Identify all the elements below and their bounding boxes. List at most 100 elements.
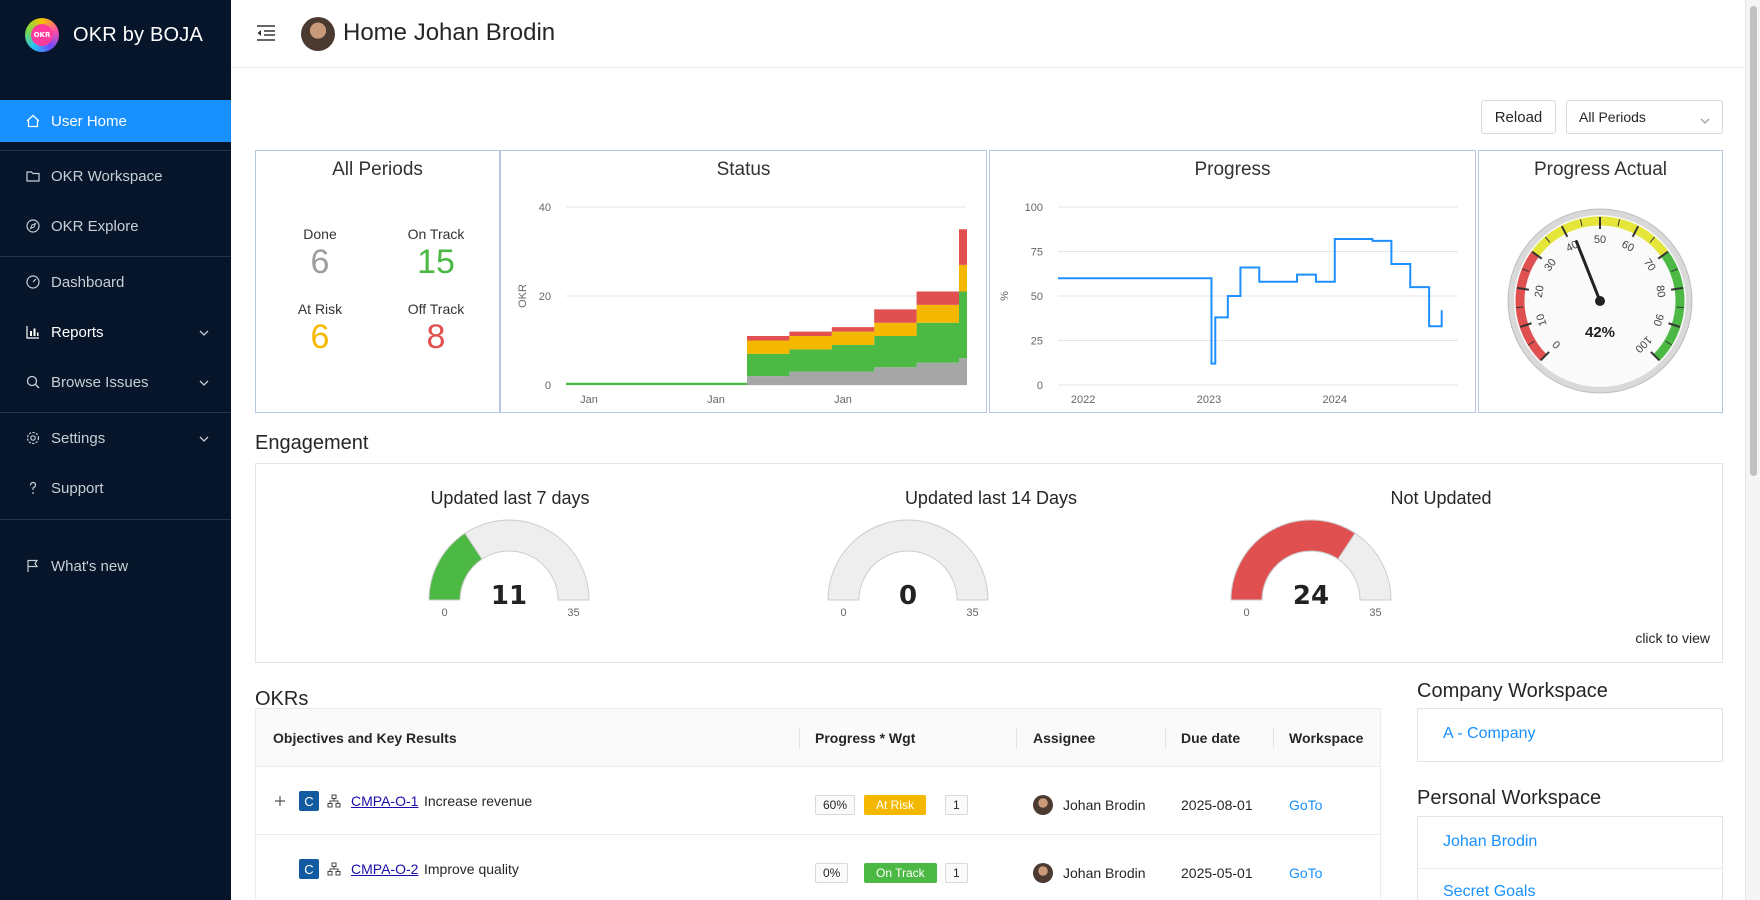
bar-chart-icon (25, 324, 41, 340)
dial-tick (1522, 268, 1530, 272)
dial-tick (1649, 236, 1655, 243)
hierarchy-icon[interactable] (327, 857, 341, 881)
gauge-max-label: 35 (1369, 607, 1381, 619)
workspace-link[interactable]: Secret Goals (1443, 883, 1536, 900)
status-chart-card: Status 40 20 0 OKR Jan Jan Jan (500, 150, 987, 413)
goto-link[interactable]: GoTo (1289, 865, 1323, 881)
logo-mark: OKR (31, 24, 53, 46)
gauge-value: 0 (899, 581, 917, 611)
company-workspace-list: A - Company (1417, 708, 1723, 762)
dial-tick (1665, 340, 1672, 346)
okr-key-link[interactable]: CMPA-O-2 (351, 861, 419, 877)
y-tick-label: 75 (1031, 247, 1043, 259)
column-header[interactable]: Workspace (1289, 730, 1364, 746)
dial-tick (1676, 306, 1684, 309)
dial-tick (1631, 225, 1640, 238)
sidebar-item-settings[interactable]: Settings (0, 417, 231, 459)
dial-value: 42% (1585, 324, 1615, 341)
page-scrollbar[interactable] (1745, 0, 1760, 900)
y-tick-label: 50 (1031, 291, 1043, 303)
chevron-down-icon (1700, 113, 1710, 129)
summary-title: All Periods (332, 159, 423, 180)
series-area-at-risk (566, 264, 967, 383)
y-tick-label: 0 (1037, 380, 1043, 392)
period-select-value: All Periods (1579, 109, 1646, 125)
menu-fold-icon[interactable] (256, 24, 276, 47)
expand-icon[interactable] (274, 789, 286, 813)
okr-summary: Increase revenue (424, 793, 533, 809)
engagement-panel[interactable]: Updated last 7 days Updated last 14 Days… (255, 463, 1723, 663)
sidebar-item-label: User Home (51, 112, 127, 130)
folder-icon (25, 168, 41, 184)
x-tick-label: Jan (834, 394, 852, 406)
done-value: 6 (310, 243, 330, 281)
sidebar-item-label: What's new (51, 557, 129, 575)
sidebar-item-okr-workspace[interactable]: OKR Workspace (0, 155, 231, 197)
dial-tick (1670, 286, 1684, 291)
sidebar-divider (0, 150, 231, 151)
sidebar-item-dashboard[interactable]: Dashboard (0, 261, 231, 303)
okr-key-link[interactable]: CMPA-O-1 (351, 793, 419, 809)
sidebar-item-okr-explore[interactable]: OKR Explore (0, 205, 231, 247)
period-select[interactable]: All Periods (1566, 100, 1723, 134)
click-to-view-hint[interactable]: click to view (1635, 630, 1710, 646)
status-badge: At Risk (864, 793, 927, 817)
column-header[interactable]: Due date (1181, 730, 1241, 746)
gauge-value: 11 (491, 581, 527, 611)
atrisk-label: At Risk (297, 301, 343, 317)
progress-chart-card: Progress 100 75 50 25 0% 2022 2023 2024 (989, 150, 1476, 413)
dial-tick (1579, 219, 1583, 227)
x-tick-label: 2022 (1071, 394, 1095, 406)
page-title: Home Johan Brodin (343, 19, 556, 46)
column-header[interactable]: Assignee (1033, 730, 1096, 746)
sidebar-item-reports[interactable]: Reports (0, 311, 231, 353)
column-header[interactable]: Progress * Wgt (815, 730, 916, 746)
dial-tick (1528, 340, 1535, 346)
offtrack-label: Off Track (407, 301, 465, 317)
workspace-link[interactable]: A - Company (1443, 725, 1536, 742)
series-area-on-track (566, 291, 967, 385)
dial-tick-label: 60 (1620, 239, 1636, 255)
sidebar-item-label: Browse Issues (51, 373, 149, 391)
dial-tick (1519, 322, 1532, 328)
dial-tick (1531, 250, 1543, 260)
y-tick-label: 0 (545, 380, 551, 392)
sidebar-item-browse-issues[interactable]: Browse Issues (0, 361, 231, 403)
question-icon (25, 480, 41, 496)
series-line-progress (1058, 238, 1443, 365)
column-divider (1273, 728, 1274, 748)
gauge-fill (428, 532, 483, 601)
reload-button[interactable]: Reload (1481, 100, 1556, 134)
gauge-min-label: 0 (840, 607, 846, 619)
hierarchy-icon[interactable] (327, 789, 341, 813)
sidebar-item-whats-new[interactable]: What's new (0, 545, 231, 587)
dial-tick-label: 30 (1542, 257, 1559, 274)
workspace-link[interactable]: Johan Brodin (1443, 833, 1538, 850)
flag-icon (25, 558, 41, 574)
sidebar: OKR OKR by BOJA User Home OKR Workspace … (0, 0, 231, 900)
compass-icon (25, 218, 41, 234)
table-row[interactable]: C CMPA-O-2 Improve quality 0% On Track 1… (256, 835, 1380, 900)
progress-percent: 60% (815, 793, 856, 817)
table-row[interactable]: C CMPA-O-1 Increase revenue 60% At Risk … (256, 767, 1380, 835)
dial-tick (1545, 236, 1551, 243)
goto-link[interactable]: GoTo (1289, 797, 1323, 813)
assignee: Johan Brodin (1033, 793, 1146, 817)
sidebar-item-user-home[interactable]: User Home (0, 100, 231, 142)
avatar (1033, 863, 1053, 883)
top-header: Home Johan Brodin (231, 0, 1745, 68)
status-badge: On Track (864, 861, 937, 885)
x-tick-label: Jan (707, 394, 725, 406)
column-header[interactable]: Objectives and Key Results (273, 730, 457, 746)
scrollbar-thumb[interactable] (1750, 6, 1757, 476)
column-divider (1016, 728, 1017, 748)
dial-tick (1650, 351, 1661, 362)
engagement-gauge-title: Not Updated (1390, 488, 1492, 508)
sidebar-item-support[interactable]: Support (0, 467, 231, 509)
gauge-min-label: 0 (1243, 607, 1249, 619)
gauge-fill (1230, 519, 1356, 601)
app-logo[interactable]: OKR OKR by BOJA (0, 0, 231, 70)
sidebar-divider (0, 519, 231, 520)
chevron-down-icon (199, 431, 209, 448)
dial-tick-label: 20 (1533, 284, 1547, 298)
